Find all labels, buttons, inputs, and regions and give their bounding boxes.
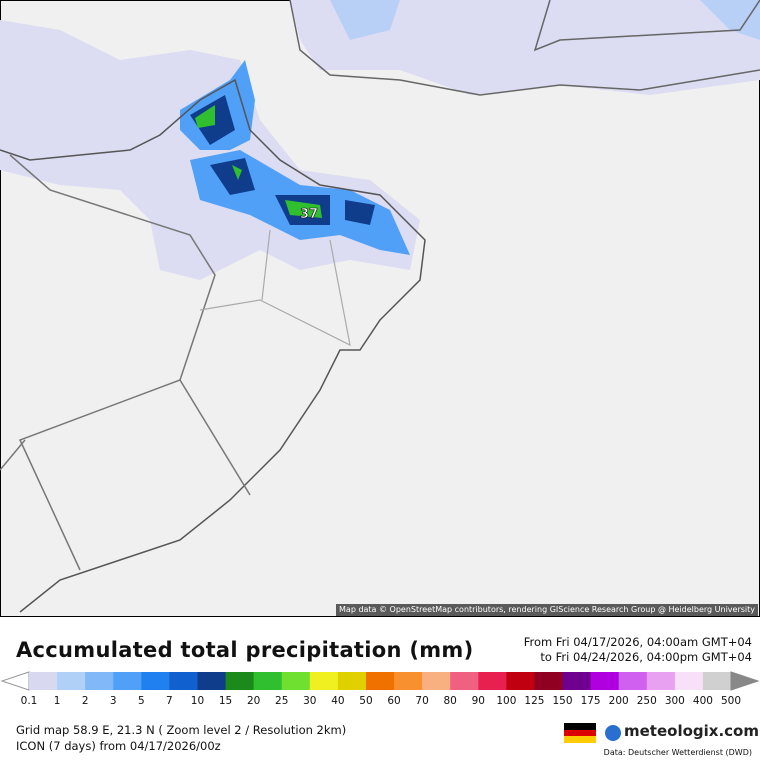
legend-label: 500 (721, 695, 741, 707)
legend-swatch (309, 672, 339, 690)
legend-label: 150 (552, 695, 572, 707)
legend-label: 125 (524, 695, 544, 707)
legend-label: 400 (693, 695, 713, 707)
legend-swatch (646, 672, 676, 690)
legend-swatch (337, 672, 367, 690)
legend-label: 10 (191, 695, 204, 707)
legend-label: 5 (138, 695, 145, 707)
legend-label: 250 (637, 695, 657, 707)
model-info: ICON (7 days) from 04/17/2026/00z (16, 739, 221, 753)
title: Accumulated total precipitation (mm) (16, 638, 474, 662)
legend-swatch (29, 672, 58, 690)
legend-swatch (57, 672, 86, 690)
legend-swatch (478, 672, 507, 690)
legend-swatch (225, 672, 255, 690)
data-source: Data: Deutscher Wetterdienst (DWD) (603, 748, 752, 757)
legend-swatch (141, 672, 170, 690)
legend-label: 200 (609, 695, 629, 707)
legend-swatch (590, 672, 620, 690)
legend-swatch (450, 672, 479, 690)
legend-swatch (422, 672, 451, 690)
legend-label: 15 (219, 695, 232, 707)
legend: 0.1 1 2 3 5 7 10 15 20 25 30 40 50 60 70 80 90 100 125 150 1… (0, 671, 760, 707)
legend-arrow-right (730, 671, 760, 691)
legend-swatch (394, 672, 423, 690)
attribution: Map data © OpenStreetMap contributors, r… (336, 604, 758, 616)
logo-icon (605, 725, 621, 741)
max-label: 37 (300, 207, 318, 222)
legend-label: 50 (359, 695, 372, 707)
map: 37 (0, 0, 760, 617)
legend-label: 40 (331, 695, 344, 707)
legend-swatch (169, 672, 198, 690)
logo: meteologix.com (624, 722, 759, 740)
legend-swatch (702, 672, 732, 690)
legend-swatch (534, 672, 564, 690)
legend-label: 2 (82, 695, 89, 707)
range-from: From Fri 04/17/2026, 04:00am GMT+04 (523, 635, 752, 649)
legend-swatch (562, 672, 592, 690)
grid-info: Grid map 58.9 E, 21.3 N ( Zoom level 2 /… (16, 723, 347, 737)
legend-arrow-left (0, 671, 30, 691)
legend-label: 80 (444, 695, 457, 707)
legend-swatch (365, 672, 395, 690)
legend-label: 1 (54, 695, 61, 707)
legend-label: 7 (166, 695, 173, 707)
legend-label: 3 (110, 695, 117, 707)
legend-swatch (197, 672, 227, 690)
legend-swatch (618, 672, 648, 690)
legend-swatch (281, 672, 311, 690)
range-to: to Fri 04/24/2026, 04:00pm GMT+04 (540, 650, 752, 664)
legend-swatch (674, 672, 704, 690)
flag (564, 723, 596, 743)
legend-label: 20 (247, 695, 260, 707)
legend-swatch (85, 672, 114, 690)
legend-label: 0.1 (21, 695, 38, 707)
legend-swatch (506, 672, 535, 690)
legend-label: 60 (387, 695, 400, 707)
legend-swatch (253, 672, 283, 690)
legend-label: 300 (665, 695, 685, 707)
legend-label: 175 (581, 695, 601, 707)
legend-label: 90 (472, 695, 485, 707)
legend-label: 70 (415, 695, 428, 707)
legend-label: 30 (303, 695, 316, 707)
legend-swatch (113, 672, 142, 690)
legend-label: 25 (275, 695, 288, 707)
legend-label: 100 (496, 695, 516, 707)
